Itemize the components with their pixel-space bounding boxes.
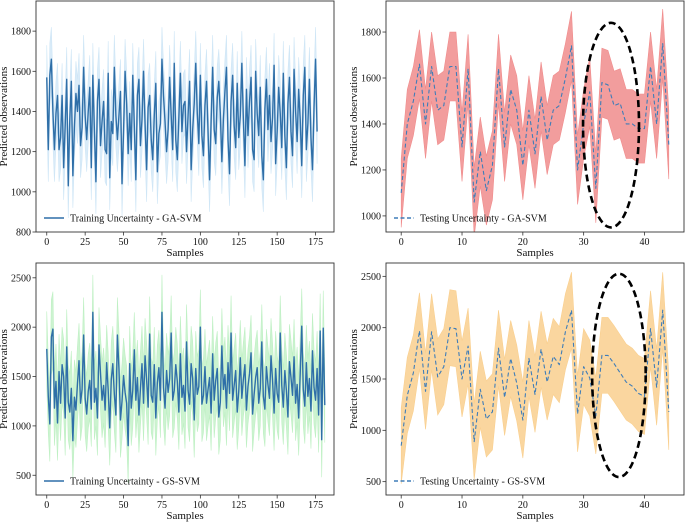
y-tick-label: 1000: [361, 426, 381, 437]
x-tick-label: 125: [231, 237, 246, 248]
series-line: [46, 58, 318, 187]
y-tick-label: 1400: [361, 119, 381, 130]
legend: Testing Uncertainty - GS-SVM: [394, 477, 545, 488]
x-tick-label: 75: [157, 237, 167, 248]
x-tick-label: 175: [308, 237, 323, 248]
y-tick-label: 1600: [11, 67, 31, 78]
legend: Testing Uncertainty - GA-SVM: [394, 214, 547, 225]
plot-area: [46, 27, 318, 218]
y-tick-label: 1000: [11, 421, 31, 432]
x-tick-label: 75: [157, 500, 167, 511]
plot-area: [46, 274, 326, 484]
x-tick-label: 20: [518, 500, 528, 511]
y-tick-label: 1000: [11, 187, 31, 198]
x-tick-label: 25: [80, 500, 90, 511]
y-tick-label: 1200: [11, 147, 31, 158]
y-tick-label: 1400: [11, 107, 31, 118]
x-tick-label: 150: [270, 500, 285, 511]
y-tick-label: 1600: [361, 74, 381, 85]
uncertainty-band: [400, 9, 670, 232]
plot-frame: [35, 0, 335, 233]
x-axis-label: Samples: [516, 247, 553, 259]
x-axis-label: Samples: [166, 510, 203, 522]
chart-gs-train: 0 25 50 75 100 125 150 175 500 1000 1500 2000 2500 Sa…: [0, 262, 335, 522]
y-tick-label: 800: [16, 228, 31, 239]
y-tick-label: 2500: [361, 272, 381, 283]
x-tick-label: 50: [119, 500, 129, 511]
x-tick-label: 50: [119, 237, 129, 248]
plot-area: [400, 9, 670, 232]
legend-label: Training Uncertainty - GA-SVM: [70, 214, 202, 225]
x-tick-label: 0: [399, 500, 404, 511]
x-tick-label: 30: [579, 237, 589, 248]
chart-gs-test: 0 10 20 30 40 500 1000 1500 2000 2500 Samples Predi…: [348, 262, 685, 522]
x-tick-label: 100: [193, 237, 208, 248]
y-tick-label: 500: [16, 471, 31, 482]
y-tick-label: 2500: [11, 273, 31, 284]
y-axis-label: Predicted observations: [348, 67, 360, 167]
x-tick-label: 100: [193, 500, 208, 511]
x-tick-label: 0: [44, 237, 49, 248]
plot-area: [400, 272, 670, 484]
x-tick-label: 30: [579, 500, 589, 511]
x-tick-label: 20: [518, 237, 528, 248]
x-tick-label: 0: [399, 237, 404, 248]
x-tick-label: 40: [639, 500, 649, 511]
chart-ga-train: 0 25 50 75 100 125 150 175 800 1000 1200 1400 1600 18…: [0, 0, 335, 259]
x-tick-label: 10: [457, 500, 467, 511]
legend-label: Testing Uncertainty - GA-SVM: [420, 214, 547, 225]
y-tick-label: 2000: [361, 323, 381, 334]
y-tick-label: 1500: [361, 375, 381, 386]
y-tick-label: 1800: [361, 28, 381, 39]
plot-frame: [35, 262, 335, 496]
y-tick-label: 1200: [361, 165, 381, 176]
y-tick-label: 500: [366, 477, 381, 488]
series-line: [400, 42, 670, 203]
x-axis-label: Samples: [516, 510, 553, 522]
x-axis-label: Samples: [166, 247, 203, 259]
y-axis-label: Predicted observations: [348, 329, 360, 429]
series-line: [46, 311, 326, 447]
chart-ga-test: 0 10 20 30 40 1000 1200 1400 1600 1800 Samples Pred…: [348, 0, 685, 259]
highlight-ellipse: [590, 272, 647, 479]
series-line: [400, 309, 670, 446]
y-tick-label: 1000: [361, 211, 381, 222]
x-tick-label: 175: [308, 500, 323, 511]
highlight-ellipse: [581, 21, 641, 229]
x-tick-label: 25: [80, 237, 90, 248]
uncertainty-band: [400, 272, 670, 484]
y-axis-label: Predicted observations: [0, 329, 10, 429]
x-tick-label: 40: [639, 237, 649, 248]
legend-label: Training Uncertainty - GS-SVM: [70, 477, 200, 488]
x-tick-label: 10: [457, 237, 467, 248]
y-tick-label: 2000: [11, 323, 31, 334]
y-tick-label: 1500: [11, 372, 31, 383]
plot-frame: [385, 0, 685, 233]
legend: Training Uncertainty - GA-SVM: [44, 214, 202, 225]
legend-label: Testing Uncertainty - GS-SVM: [420, 477, 545, 488]
x-tick-label: 150: [270, 237, 285, 248]
legend: Training Uncertainty - GS-SVM: [44, 477, 200, 488]
x-tick-label: 0: [44, 500, 49, 511]
y-axis-label: Predicted observations: [0, 67, 10, 167]
y-tick-label: 1800: [11, 27, 31, 38]
x-tick-label: 125: [231, 500, 246, 511]
